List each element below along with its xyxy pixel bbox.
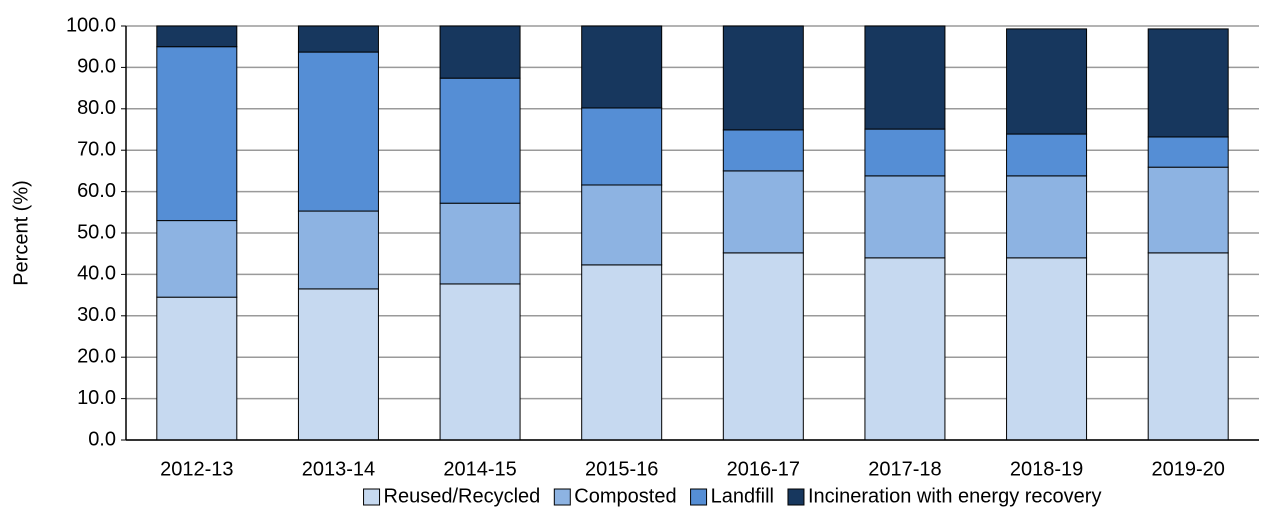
y-tick-label: 30.0	[77, 304, 116, 326]
bar-segment	[156, 46, 238, 222]
y-axis-label: Percent (%)	[10, 180, 32, 286]
x-tick-label: 2014-15	[443, 458, 516, 480]
x-tick-label: 2013-14	[302, 458, 375, 480]
y-tick-label: 20.0	[77, 345, 116, 367]
bar-segment	[864, 25, 946, 130]
legend-label: Incineration with energy recovery	[808, 485, 1101, 507]
x-tick-label: 2018-19	[1010, 458, 1083, 480]
bar-segment	[156, 296, 238, 441]
bar-segment	[439, 25, 521, 79]
bar-segment	[297, 51, 379, 212]
bar-segment	[581, 107, 663, 186]
bar-segment	[1147, 252, 1229, 441]
y-tick-label: 100.0	[66, 14, 116, 36]
bar-segment	[156, 25, 238, 48]
bar-segment	[439, 283, 521, 441]
bar-segment	[297, 288, 379, 441]
bar-segment	[581, 184, 663, 266]
y-tick-label: 0.0	[88, 428, 116, 450]
y-tick-label: 70.0	[77, 138, 116, 160]
x-tick-label: 2015-16	[585, 458, 658, 480]
bar-segment	[1147, 166, 1229, 254]
bar-segment	[1006, 133, 1088, 177]
bar-segment	[297, 25, 379, 53]
bar-segment	[722, 170, 804, 254]
bar-segment	[581, 25, 663, 109]
bar-segment	[722, 25, 804, 131]
bar-segment	[722, 129, 804, 172]
y-tick-label: 80.0	[77, 97, 116, 119]
legend-swatch	[553, 488, 571, 506]
bar-segment	[439, 77, 521, 204]
x-tick-label: 2012-13	[160, 458, 233, 480]
bar-segment	[1006, 175, 1088, 259]
y-tick-label: 10.0	[77, 387, 116, 409]
legend-swatch	[787, 488, 805, 506]
bar-segment	[864, 128, 946, 177]
legend-label: Composted	[574, 485, 676, 507]
y-tick-label: 90.0	[77, 56, 116, 78]
legend-label: Reused/Recycled	[384, 485, 541, 507]
y-tick-label: 40.0	[77, 263, 116, 285]
x-tick-label: 2019-20	[1151, 458, 1224, 480]
legend-label: Landfill	[711, 485, 774, 507]
x-tick-label: 2016-17	[727, 458, 800, 480]
bar-segment	[1006, 28, 1088, 135]
legend-swatch	[363, 488, 381, 506]
bar-segment	[439, 202, 521, 285]
bar-segment	[864, 175, 946, 259]
legend-swatch	[690, 488, 708, 506]
bar-segment	[156, 220, 238, 298]
bar-segment	[1006, 257, 1088, 441]
bar-segment	[722, 252, 804, 441]
bar-segment	[1147, 28, 1229, 138]
bar-segment	[1147, 136, 1229, 168]
bar-segment	[864, 257, 946, 441]
x-tick-label: 2017-18	[868, 458, 941, 480]
y-tick-label: 50.0	[77, 221, 116, 243]
bar-segment	[297, 210, 379, 290]
y-tick-label: 60.0	[77, 180, 116, 202]
bar-segment	[581, 264, 663, 441]
